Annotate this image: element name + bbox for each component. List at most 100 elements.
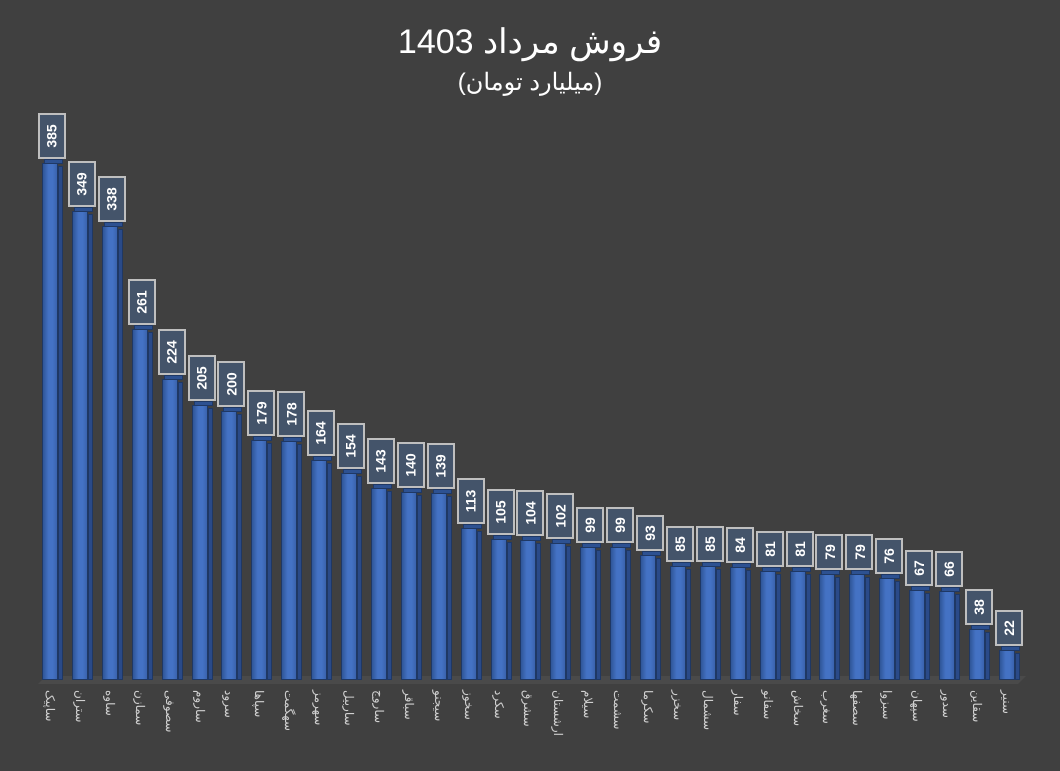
bar-side	[416, 494, 422, 680]
x-tick-label: سبزوا	[880, 690, 895, 720]
data-label: 349	[67, 161, 96, 208]
bar	[42, 158, 64, 680]
x-tick-label: سخوز	[461, 690, 476, 720]
bar-top	[372, 483, 392, 489]
bar-side	[685, 568, 691, 680]
bar-side	[58, 165, 63, 680]
bar-top	[283, 436, 303, 442]
bar-top	[402, 487, 422, 493]
bar	[490, 534, 513, 680]
bar	[819, 569, 841, 680]
bar	[879, 573, 901, 680]
bar-front	[161, 379, 178, 680]
bar	[550, 539, 572, 680]
bar	[909, 586, 931, 680]
bar	[580, 543, 602, 680]
bar-side	[626, 550, 632, 680]
data-label: 79	[845, 533, 874, 570]
data-label: 385	[38, 112, 66, 159]
bar-front	[400, 491, 417, 680]
bar	[281, 436, 303, 680]
bar-top	[223, 407, 243, 413]
x-tick-label: سپهان	[910, 690, 925, 722]
bar-front	[251, 439, 268, 680]
bar-front	[490, 538, 507, 680]
data-label: 81	[785, 531, 814, 568]
data-label: 179	[247, 389, 276, 436]
data-label: 200	[217, 361, 246, 408]
bar-top	[731, 563, 751, 569]
x-tick-label: سدور	[940, 690, 954, 718]
data-label: 143	[366, 437, 395, 484]
bar-side	[745, 570, 751, 680]
bar-side	[925, 593, 931, 680]
bar-side	[656, 558, 661, 680]
bar-side	[596, 550, 602, 680]
bar-front	[640, 555, 656, 680]
bar	[221, 407, 243, 680]
data-label: 224	[157, 329, 186, 376]
bar	[640, 551, 662, 680]
bar-front	[789, 571, 806, 680]
bar	[131, 325, 154, 680]
data-label: 81	[755, 531, 784, 568]
bar-front	[939, 591, 955, 680]
bar-top	[163, 375, 183, 381]
data-label: 38	[964, 588, 993, 625]
bar-front	[699, 565, 716, 680]
x-tick-label: سهرمز	[312, 690, 327, 726]
bar-top	[133, 325, 153, 331]
x-tick-label: سشمت	[611, 690, 626, 730]
bar	[520, 536, 542, 680]
bar-front	[968, 628, 985, 680]
x-tick-label: سکرما	[641, 690, 655, 724]
bar-side	[327, 462, 333, 680]
data-label: 99	[606, 507, 635, 544]
bar	[370, 483, 393, 680]
x-tick-label: سصوفی	[162, 690, 177, 733]
bar-top	[821, 569, 841, 575]
bar-top	[612, 543, 632, 549]
x-tick-label: سکرد	[491, 690, 506, 719]
bar	[460, 524, 483, 680]
bar-side	[446, 496, 452, 680]
data-label: 338	[97, 176, 126, 223]
bar-top	[432, 489, 452, 495]
bar-front	[430, 493, 447, 680]
bar-top	[193, 400, 213, 406]
data-label: 154	[337, 423, 365, 470]
bar-top	[492, 534, 512, 540]
bar-front	[909, 590, 926, 680]
bar-top	[73, 207, 93, 213]
bar	[341, 469, 363, 680]
bar-top	[522, 536, 542, 542]
bar	[161, 375, 184, 680]
bar	[669, 561, 692, 680]
bar-side	[267, 442, 273, 680]
bar-top	[671, 561, 691, 567]
data-label: 139	[426, 443, 455, 490]
x-tick-label: سصفها	[850, 690, 865, 726]
x-tick-label: ارشستان	[551, 690, 566, 736]
data-label: 113	[456, 478, 485, 525]
bar-top	[313, 455, 333, 461]
bar-front	[370, 487, 387, 680]
bar-front	[520, 540, 537, 680]
x-tick-label: سفانو	[760, 690, 775, 720]
bar-top	[44, 158, 63, 164]
bar	[939, 587, 961, 680]
x-tick-label: سنیر	[999, 690, 1014, 714]
x-tick-label: ستران	[72, 690, 87, 723]
bar-top	[970, 624, 990, 630]
bar-front	[131, 329, 148, 680]
data-label: 164	[307, 409, 336, 456]
data-label: 67	[905, 550, 934, 587]
bar-top	[881, 573, 901, 579]
x-tick-label: ساپیک	[43, 690, 57, 722]
x-tick-label: سغرب	[820, 690, 835, 724]
bar-front	[71, 211, 88, 680]
bar	[251, 435, 273, 680]
data-label: 261	[127, 279, 156, 326]
x-tick-label: ساروج	[371, 690, 386, 724]
